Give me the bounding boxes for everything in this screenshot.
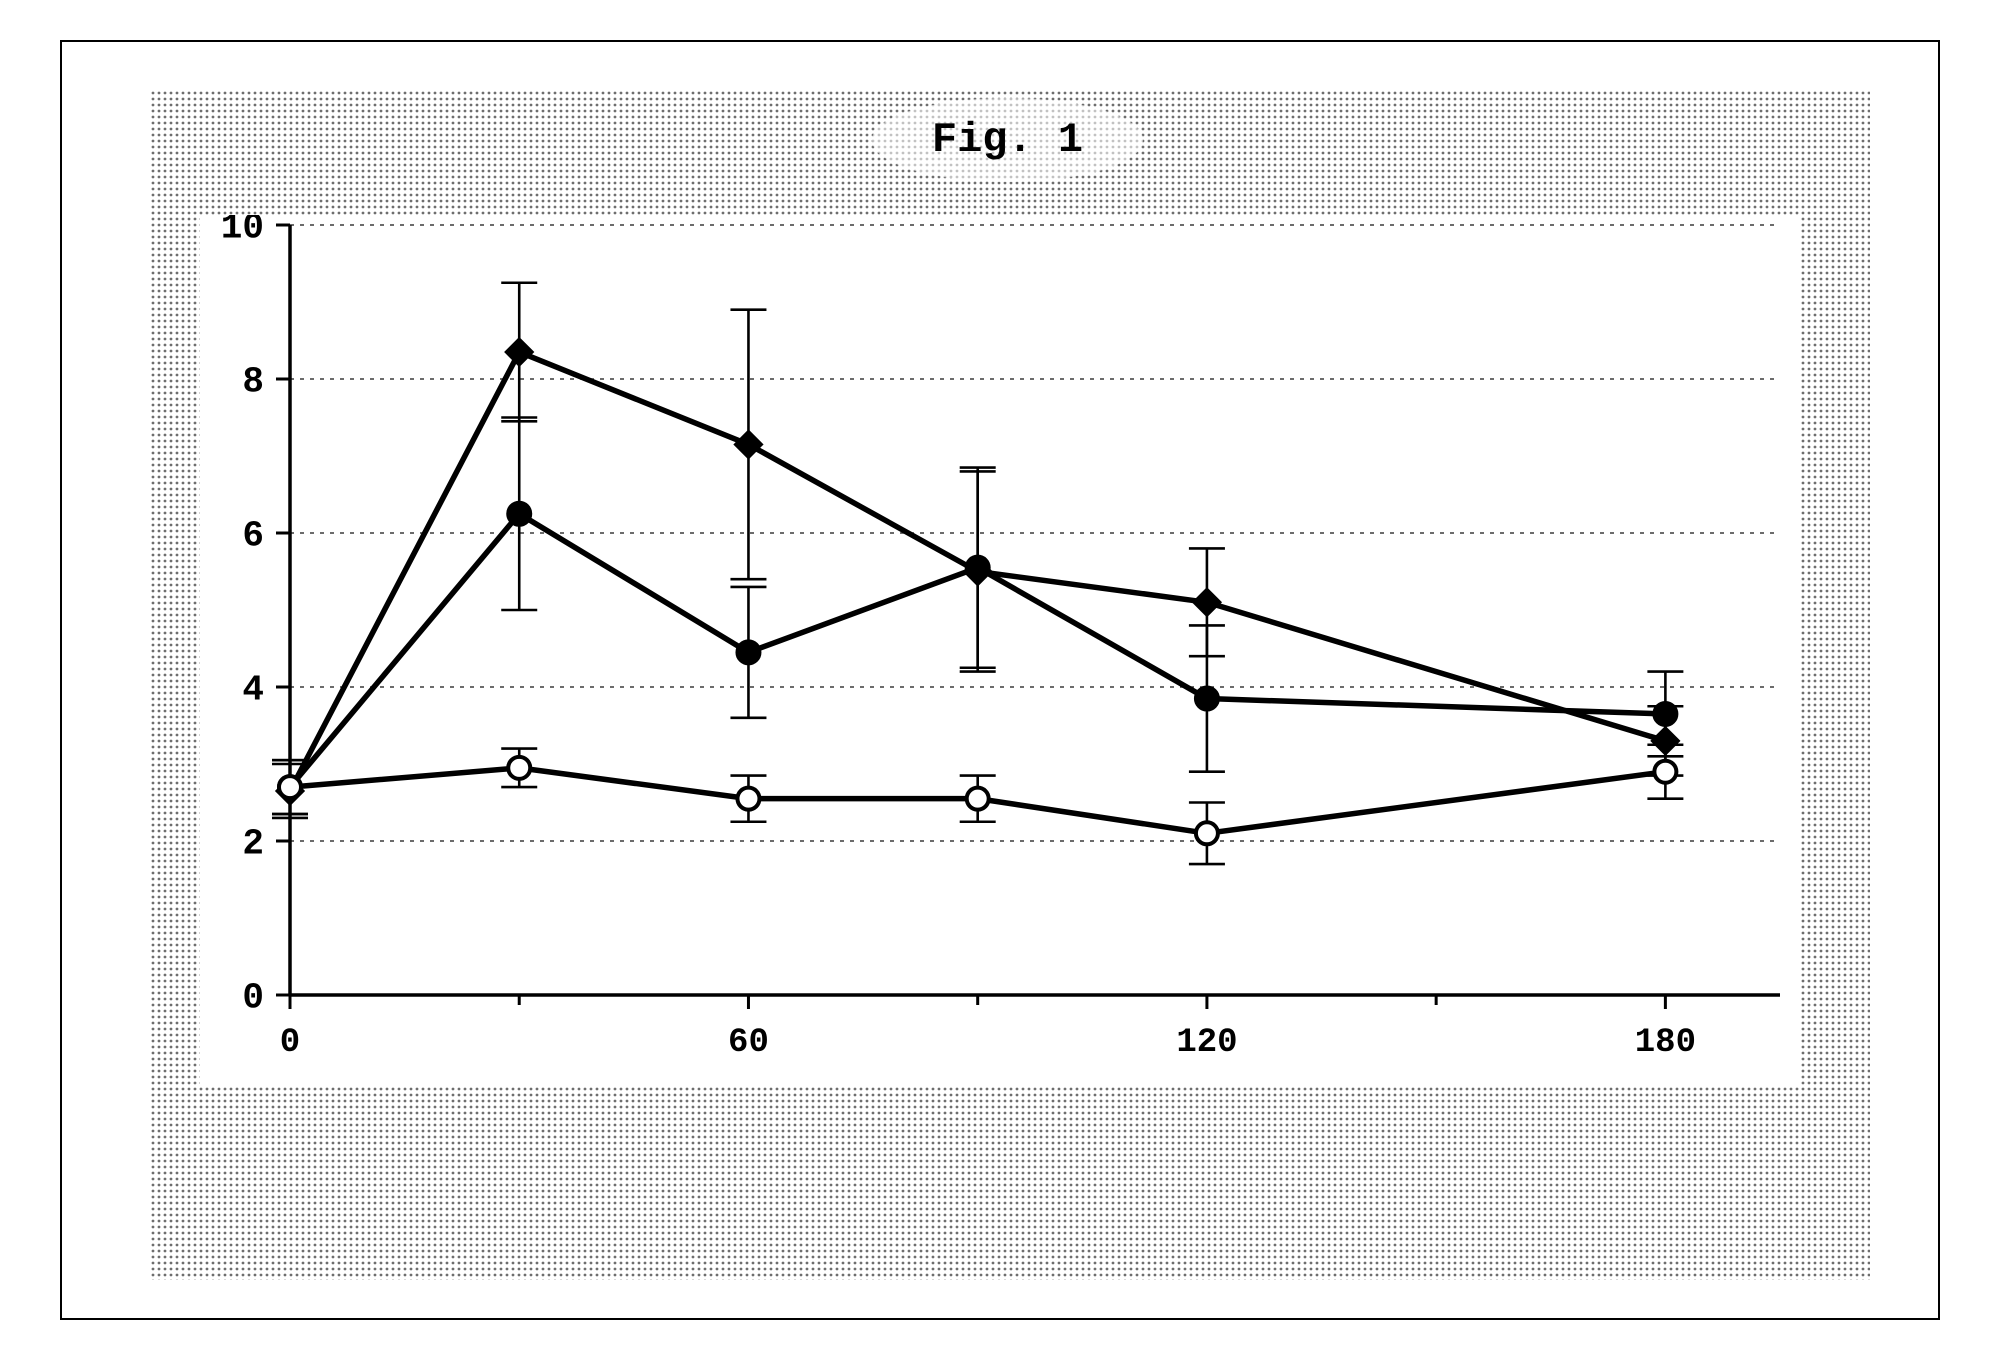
svg-text:120: 120 xyxy=(1176,1024,1237,1062)
svg-text:0: 0 xyxy=(242,978,264,1019)
figure-title: Fig. 1 xyxy=(872,116,1143,164)
svg-text:60: 60 xyxy=(728,1024,769,1062)
svg-text:0: 0 xyxy=(280,1024,300,1062)
chart-area: 0 2 4 6 8 10 0 60 120 180 xyxy=(200,215,1800,1085)
svg-text:2: 2 xyxy=(242,824,264,865)
svg-text:6: 6 xyxy=(242,516,264,557)
svg-text:180: 180 xyxy=(1635,1024,1696,1062)
svg-text:4: 4 xyxy=(242,670,264,711)
svg-text:10: 10 xyxy=(221,215,264,249)
svg-text:8: 8 xyxy=(242,362,264,403)
